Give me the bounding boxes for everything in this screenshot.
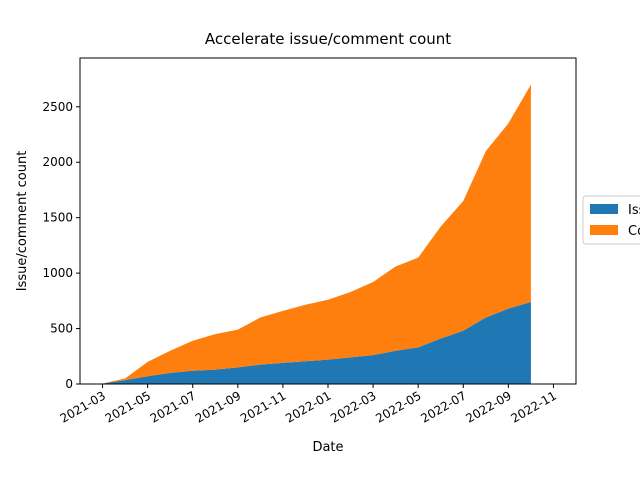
y-tick-label: 500 bbox=[50, 322, 73, 336]
x-tick-label: 2022-03 bbox=[328, 388, 378, 425]
x-axis-label: Date bbox=[312, 440, 343, 455]
chart-title: Accelerate issue/comment count bbox=[205, 30, 451, 48]
y-tick-label: 0 bbox=[65, 377, 73, 391]
legend-swatch bbox=[590, 225, 618, 235]
x-tick-label: 2021-11 bbox=[238, 388, 288, 425]
x-tick-label: 2022-01 bbox=[283, 388, 333, 425]
x-tick-label: 2022-09 bbox=[463, 388, 513, 425]
area bbox=[102, 84, 531, 384]
legend-label: Co bbox=[628, 224, 640, 239]
y-tick-label: 2000 bbox=[42, 155, 73, 169]
x-tick-label: 2021-09 bbox=[193, 388, 243, 425]
x-tick-label: 2022-07 bbox=[418, 388, 468, 425]
y-tick-label: 1000 bbox=[42, 266, 73, 280]
x-tick-label: 2021-07 bbox=[148, 388, 198, 425]
legend-swatch bbox=[590, 204, 618, 214]
y-axis-label: Issue/comment count bbox=[15, 151, 30, 292]
legend-label: Iss bbox=[628, 203, 640, 218]
x-tick-label: 2021-05 bbox=[103, 388, 153, 425]
x-tick-label: 2022-05 bbox=[373, 388, 423, 425]
x-tick-label: 2021-03 bbox=[58, 388, 108, 425]
y-tick-label: 1500 bbox=[42, 211, 73, 225]
area bbox=[102, 301, 531, 384]
x-tick-label: 2022-11 bbox=[509, 388, 559, 425]
y-tick-label: 2500 bbox=[42, 100, 73, 114]
